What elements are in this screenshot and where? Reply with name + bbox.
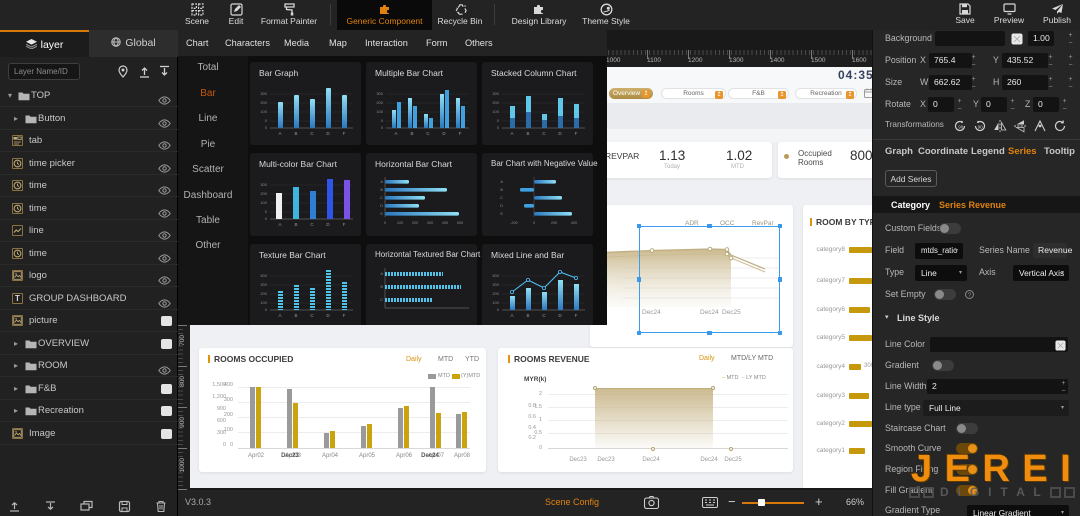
svg-text:A: A — [510, 313, 513, 318]
svg-text:D: D — [558, 313, 562, 318]
svg-text:0: 0 — [497, 307, 500, 312]
svg-text:100: 100 — [260, 109, 267, 114]
svg-text:B: B — [500, 187, 503, 192]
svg-text:0: 0 — [497, 118, 500, 123]
svg-text:0: 0 — [381, 118, 384, 123]
svg-text:A: A — [500, 179, 503, 184]
svg-text:0: 0 — [381, 125, 384, 130]
svg-text:A: A — [510, 131, 513, 136]
svg-text:F: F — [343, 131, 346, 136]
svg-text:D: D — [326, 131, 330, 136]
svg-text:F: F — [343, 313, 346, 318]
svg-text:C: C — [310, 313, 314, 318]
svg-text:D: D — [442, 131, 446, 136]
svg-text:0: 0 — [497, 125, 500, 130]
svg-text:B: B — [294, 131, 297, 136]
svg-text:E: E — [380, 211, 383, 216]
svg-text:200: 200 — [412, 221, 418, 225]
svg-text:D: D — [326, 222, 330, 227]
svg-text:200: 200 — [376, 100, 383, 105]
svg-text:F: F — [343, 222, 346, 227]
svg-text:D: D — [380, 203, 383, 208]
svg-text:C: C — [542, 131, 546, 136]
svg-text:A: A — [380, 271, 383, 276]
svg-text:300: 300 — [427, 221, 433, 225]
svg-text:0: 0 — [265, 307, 268, 312]
svg-text:300: 300 — [260, 182, 267, 187]
svg-text:0: 0 — [384, 221, 386, 225]
svg-text:300: 300 — [492, 91, 499, 96]
svg-text:B: B — [294, 222, 297, 227]
svg-text:300: 300 — [260, 282, 267, 287]
svg-text:D: D — [558, 131, 562, 136]
svg-text:200: 200 — [260, 191, 267, 196]
svg-text:400: 400 — [571, 221, 577, 225]
svg-text:90: 90 — [958, 125, 964, 130]
svg-text:C: C — [380, 195, 383, 200]
svg-text:500: 500 — [457, 221, 463, 225]
svg-text:A: A — [278, 222, 281, 227]
svg-text:B: B — [380, 187, 383, 192]
svg-text:A: A — [394, 131, 397, 136]
svg-text:B: B — [380, 284, 383, 289]
svg-text:0: 0 — [265, 216, 268, 221]
svg-text:C: C — [310, 131, 314, 136]
svg-text:100: 100 — [376, 109, 383, 114]
svg-text:E: E — [500, 211, 503, 216]
svg-text:90: 90 — [978, 125, 984, 130]
svg-text:300: 300 — [492, 282, 499, 287]
svg-text:100: 100 — [397, 221, 403, 225]
svg-text:300: 300 — [260, 91, 267, 96]
svg-text:200: 200 — [260, 100, 267, 105]
svg-text:A: A — [278, 131, 281, 136]
svg-text:C: C — [380, 297, 383, 302]
svg-text:200: 200 — [492, 291, 499, 296]
svg-text:C: C — [542, 313, 546, 318]
svg-text:0: 0 — [265, 118, 268, 123]
svg-text:200: 200 — [551, 221, 557, 225]
svg-text:100: 100 — [492, 300, 499, 305]
svg-text:F: F — [575, 131, 578, 136]
svg-text:F: F — [459, 131, 462, 136]
svg-text:200: 200 — [492, 100, 499, 105]
svg-text:F: F — [575, 313, 578, 318]
svg-text:100: 100 — [260, 300, 267, 305]
svg-text:0: 0 — [265, 125, 268, 130]
svg-text:200: 200 — [260, 291, 267, 296]
svg-text:C: C — [310, 222, 314, 227]
svg-text:-200: -200 — [510, 221, 518, 225]
svg-text:100: 100 — [492, 109, 499, 114]
svg-text:300: 300 — [376, 91, 383, 96]
svg-text:0: 0 — [533, 221, 535, 225]
svg-text:C: C — [500, 195, 503, 200]
svg-text:100: 100 — [260, 200, 267, 205]
svg-text:B: B — [526, 131, 529, 136]
svg-text:A: A — [380, 179, 383, 184]
svg-text:500: 500 — [492, 273, 499, 278]
svg-text:B: B — [526, 313, 529, 318]
svg-text:D: D — [326, 313, 330, 318]
svg-text:500: 500 — [260, 273, 267, 278]
svg-text:B: B — [410, 131, 413, 136]
svg-text:400: 400 — [442, 221, 448, 225]
svg-text:A: A — [278, 313, 281, 318]
svg-text:0: 0 — [265, 209, 268, 214]
svg-text:C: C — [426, 131, 430, 136]
svg-text:B: B — [294, 313, 297, 318]
svg-text:D: D — [500, 203, 503, 208]
